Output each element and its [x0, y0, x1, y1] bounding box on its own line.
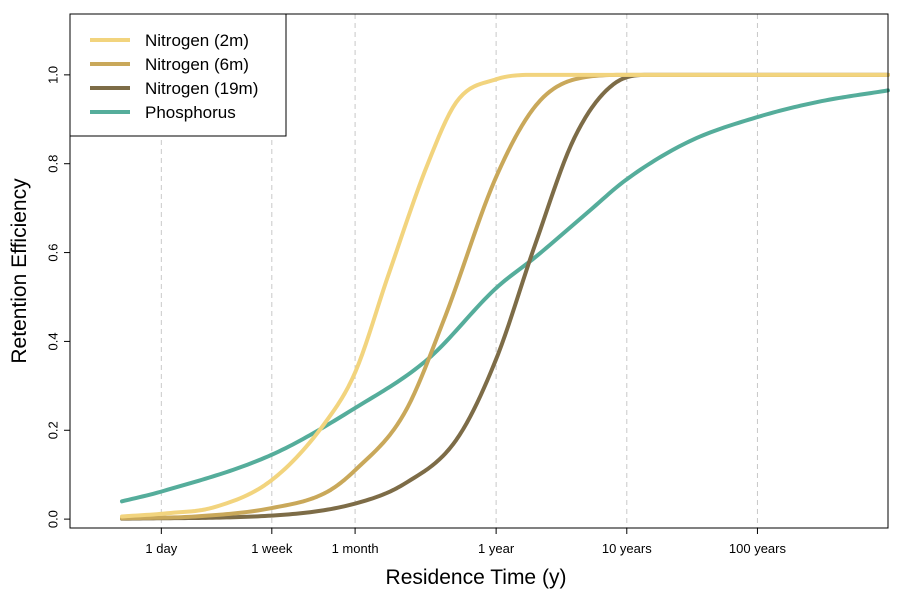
x-axis: 1 day 1 week 1 month 1 year 10 years 100 year… — [145, 528, 786, 556]
y-tick-label: 0.6 — [45, 244, 60, 262]
x-tick-label: 1 month — [332, 541, 379, 556]
y-axis: 0.0 0.2 0.4 0.6 0.8 1.0 — [45, 66, 70, 528]
legend-label: Nitrogen (6m) — [145, 55, 249, 74]
x-tick-label: 1 year — [478, 541, 515, 556]
y-tick-label: 0.2 — [45, 421, 60, 439]
y-tick-label: 0.0 — [45, 510, 60, 528]
x-tick-label: 1 week — [251, 541, 293, 556]
x-tick-label: 1 day — [145, 541, 177, 556]
legend-label: Nitrogen (2m) — [145, 31, 249, 50]
series-line — [120, 72, 890, 519]
legend-label: Phosphorus — [145, 103, 236, 122]
legend-label: Nitrogen (19m) — [145, 79, 258, 98]
series-line — [120, 88, 890, 504]
y-tick-label: 0.8 — [45, 155, 60, 173]
x-axis-title: Residence Time (y) — [386, 566, 567, 589]
y-tick-label: 1.0 — [45, 66, 60, 84]
series-line — [120, 72, 890, 521]
legend: Nitrogen (2m) Nitrogen (6m) Nitrogen (19m)… — [69, 13, 287, 137]
legend-box — [69, 13, 287, 137]
plot-frame — [69, 13, 889, 529]
y-tick-label: 0.4 — [45, 332, 60, 350]
x-tick-label: 10 years — [602, 541, 652, 556]
series-lines — [120, 72, 890, 521]
series-line — [120, 72, 890, 521]
y-axis-title: Retention Efficiency — [8, 178, 31, 364]
x-tick-label: 100 years — [729, 541, 787, 556]
